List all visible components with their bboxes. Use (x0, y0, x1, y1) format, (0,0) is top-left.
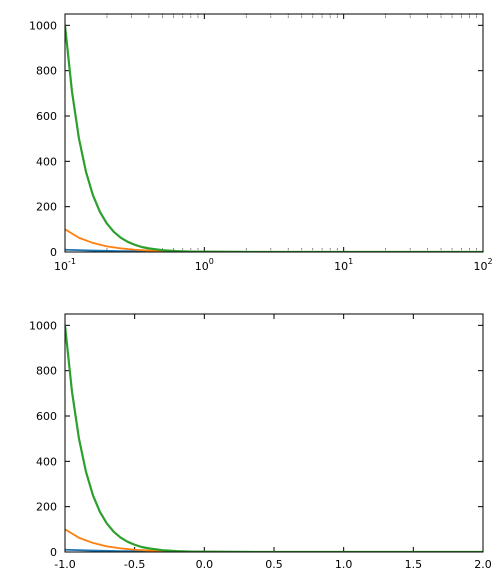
x-tick-label: 101 (334, 257, 353, 273)
figure: 0 200 400 600 800 1000 10-1 100 101 1020 200 400 600… (0, 0, 503, 580)
x-tick-label: -1.0 (54, 558, 75, 571)
chart-panel-bottom: 02004006008001000-1.0-0.50.00.51.01.52.0 (5, 308, 503, 586)
x-tick-label: 0.5 (265, 558, 283, 571)
series-green (65, 25, 483, 252)
y-tick-label: 800 (36, 65, 57, 78)
x-tick-label: 102 (473, 257, 492, 273)
y-tick-label: 1000 (29, 319, 57, 332)
axes-frame (65, 314, 483, 552)
y-tick-label: 600 (36, 410, 57, 423)
y-tick-label: 400 (36, 155, 57, 168)
y-tick-label: 200 (36, 201, 57, 214)
x-tick-label: 1.0 (335, 558, 353, 571)
y-tick-label: 200 (36, 501, 57, 514)
x-tick-label: -0.5 (124, 558, 145, 571)
y-tick-label: 1000 (29, 19, 57, 32)
x-tick-label: 1.5 (405, 558, 423, 571)
x-tick-label: 2.0 (474, 558, 492, 571)
y-tick-label: 400 (36, 455, 57, 468)
x-tick-label: 10-1 (54, 257, 76, 273)
y-tick-label: 600 (36, 110, 57, 123)
x-tick-label: 100 (195, 257, 214, 273)
y-tick-label: 0 (50, 246, 57, 259)
x-tick-label: 0.0 (196, 558, 214, 571)
series-green (65, 325, 483, 552)
axes-frame (65, 14, 483, 252)
chart-panel-top: 0 200 400 600 800 1000 10-1 100 101 102 (5, 8, 503, 286)
y-tick-label: 800 (36, 365, 57, 378)
